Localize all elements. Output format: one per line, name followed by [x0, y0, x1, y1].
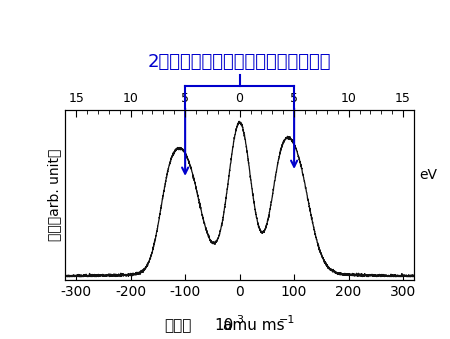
Text: −1: −1: [279, 315, 295, 325]
Text: eV: eV: [419, 167, 437, 182]
Text: amu ms: amu ms: [224, 318, 285, 333]
Y-axis label: 強度（arb. unit）: 強度（arb. unit）: [47, 149, 61, 241]
Text: 2光子過程で生成した窒素原子イオン: 2光子過程で生成した窒素原子イオン: [148, 53, 331, 71]
Text: 10: 10: [215, 318, 234, 333]
Text: 運動量: 運動量: [164, 318, 191, 333]
Text: 3: 3: [236, 315, 243, 325]
